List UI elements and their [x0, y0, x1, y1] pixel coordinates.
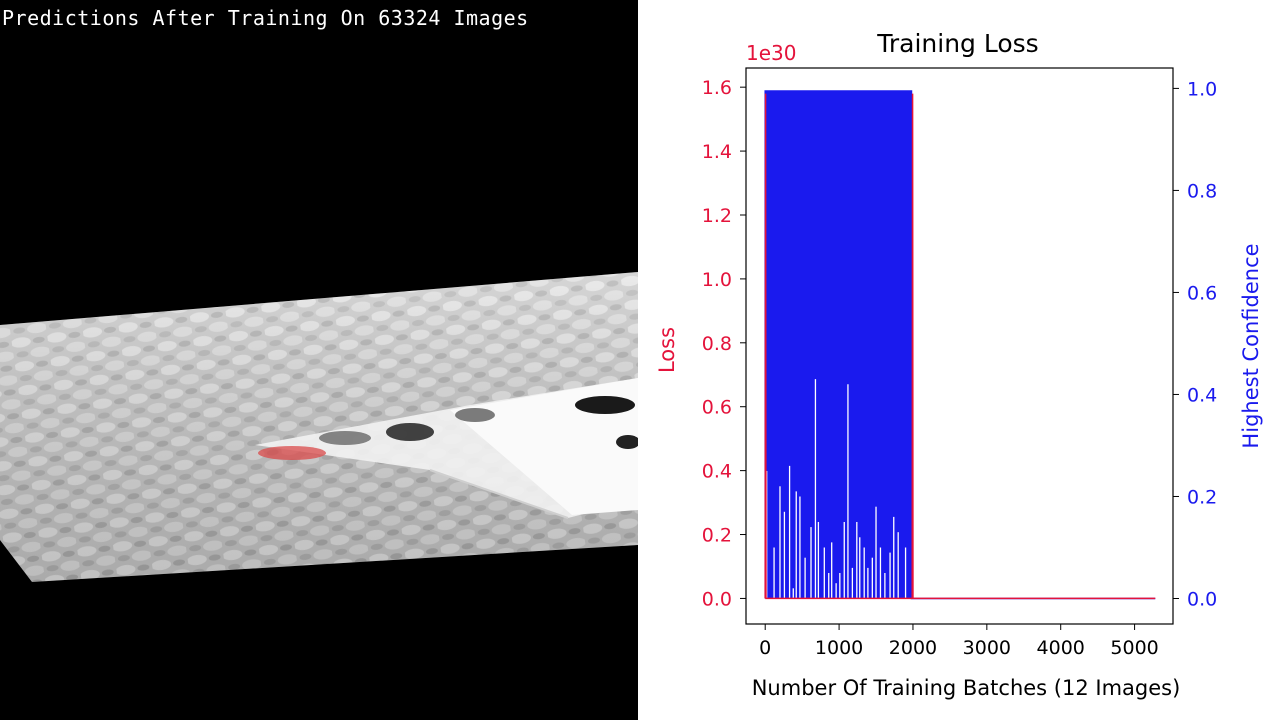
left-tick-label: 1.6	[702, 77, 732, 99]
right-tick-label: 0.0	[1187, 588, 1217, 610]
left-tick-label: 0.8	[702, 333, 732, 355]
left-tick-label: 0.4	[702, 461, 732, 483]
training-loss-chart: 0 1000 2000 3000 4000 5000 0.0 0.2 0.4 0.6 0.8 1.0 1…	[655, 29, 1263, 700]
left-tick-label: 0.6	[702, 397, 732, 419]
loss-line	[764, 93, 1156, 600]
right-tick-label: 0.6	[1187, 282, 1217, 304]
left-tick-label: 0.0	[702, 588, 732, 610]
left-axis-label: Loss	[655, 327, 679, 373]
prediction-view: Predictions After Training On 63324 Imag…	[0, 0, 638, 720]
left-tick-label: 1.0	[702, 269, 732, 291]
chart-panel: 0 1000 2000 3000 4000 5000 0.0 0.2 0.4 0.6 0.8 1.0 1…	[638, 0, 1280, 720]
x-tick-label: 0	[759, 637, 771, 659]
right-tick-label: 0.2	[1187, 486, 1217, 508]
x-tick-label: 5000	[1110, 637, 1158, 659]
left-axis-offset-label: 1e30	[746, 41, 796, 65]
chart-title: Training Loss	[876, 29, 1038, 58]
left-tick-label: 0.2	[702, 525, 732, 547]
card-photo	[0, 272, 638, 582]
x-tick-label: 3000	[963, 637, 1011, 659]
x-tick-label: 2000	[889, 637, 937, 659]
red-suit-mark	[258, 446, 326, 460]
left-tick-label: 1.2	[702, 205, 732, 227]
x-tick-label: 4000	[1037, 637, 1085, 659]
plot-frame	[745, 67, 1174, 625]
overlay-caption: Predictions After Training On 63324 Imag…	[2, 6, 529, 30]
right-tick-label: 0.8	[1187, 180, 1217, 202]
left-tick-label: 1.4	[702, 141, 732, 163]
x-axis-label: Number Of Training Batches (12 Images)	[752, 676, 1181, 700]
confidence-band	[765, 90, 912, 599]
black-suit-mark	[319, 431, 371, 445]
right-tick-label: 1.0	[1187, 78, 1217, 100]
right-axis-label: Highest Confidence	[1239, 243, 1263, 448]
x-tick-label: 1000	[815, 637, 863, 659]
right-tick-label: 0.4	[1187, 384, 1217, 406]
